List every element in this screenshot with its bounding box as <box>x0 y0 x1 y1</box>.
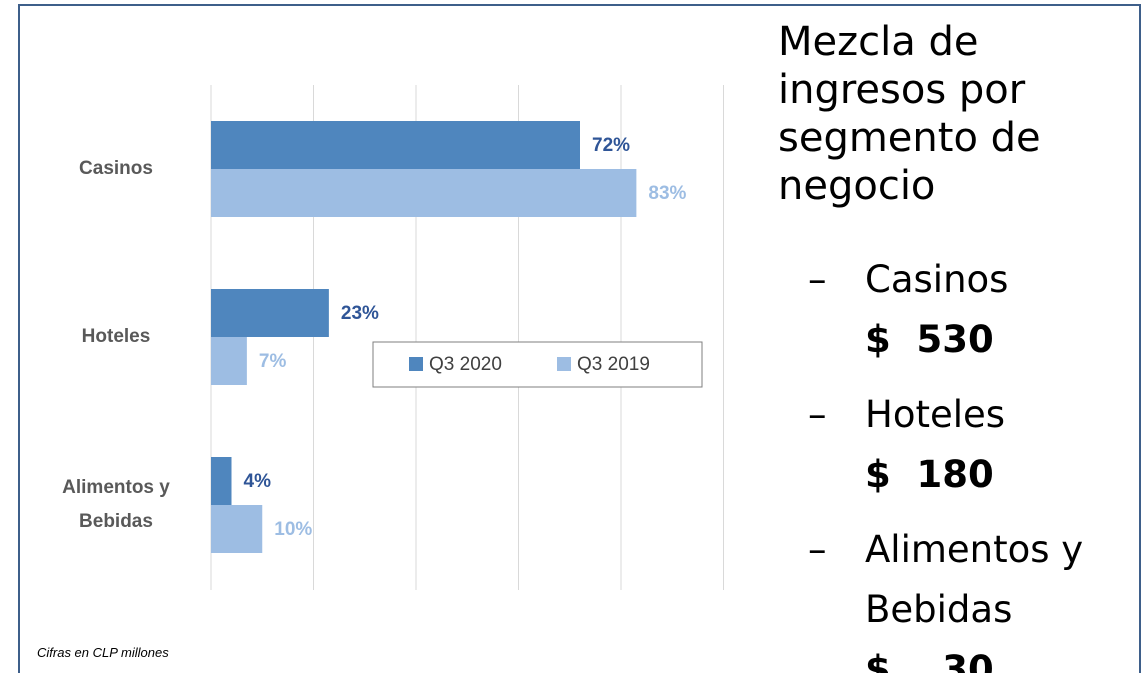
y-tick-label: Alimentos y Bebidas <box>62 477 170 532</box>
data-label: 4% <box>244 471 272 492</box>
side-item: – Casinos $ 530 <box>808 250 1120 370</box>
bar <box>211 169 637 217</box>
data-label: 10% <box>274 519 312 540</box>
bullet-dash: – <box>808 528 827 571</box>
data-label: 83% <box>648 183 686 204</box>
data-label: 7% <box>259 351 287 372</box>
bullet-dash: – <box>808 258 827 301</box>
item-name: Hoteles <box>865 393 1006 436</box>
legend-swatch <box>409 357 423 371</box>
item-amount: $ 30 <box>865 648 994 673</box>
legend-box <box>372 341 703 388</box>
legend-label: Q3 2020 <box>429 354 502 375</box>
bar <box>211 121 580 169</box>
bar <box>211 457 232 505</box>
bar <box>211 505 263 553</box>
item-name: Casinos <box>865 258 1009 301</box>
item-amount: $ 180 <box>865 453 994 496</box>
side-title: Mezcla de ingresos por segmento de negoc… <box>778 19 1041 209</box>
legend-label: Q3 2019 <box>577 354 650 375</box>
y-tick-label: Hoteles <box>81 326 151 347</box>
bar <box>211 337 247 385</box>
data-label: 72% <box>592 135 630 156</box>
item-amount: $ 530 <box>865 318 994 361</box>
frame <box>18 4 1141 673</box>
bar <box>211 289 329 337</box>
legend-swatch <box>557 357 571 371</box>
item-name: Alimentos y Bebidas <box>865 528 1084 631</box>
side-item: – Alimentos y Bebidas $ 30 <box>808 520 1120 673</box>
bullet-dash: – <box>808 393 827 436</box>
y-tick-label: Casinos <box>79 158 153 179</box>
footnote: Cifras en CLP millones <box>37 645 169 660</box>
side-item: – Hoteles $ 180 <box>808 385 1120 505</box>
data-label: 23% <box>341 303 379 324</box>
